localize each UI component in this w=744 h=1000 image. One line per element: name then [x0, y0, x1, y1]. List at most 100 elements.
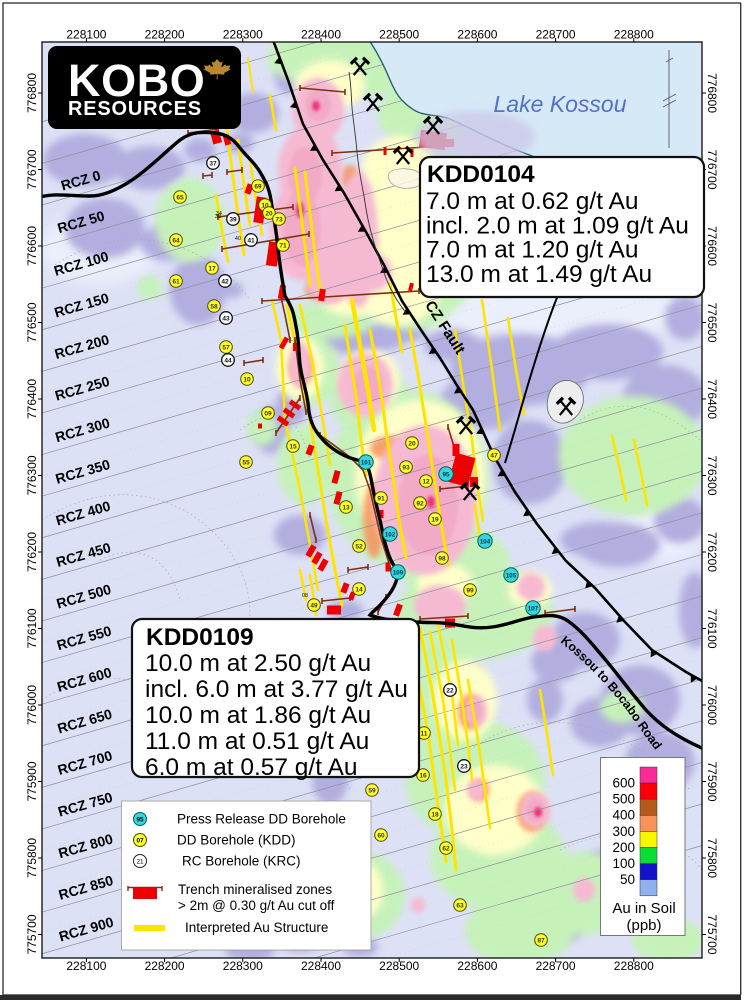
svg-text:776400: 776400: [705, 379, 719, 419]
svg-text:KOBO: KOBO: [68, 55, 205, 106]
svg-text:12: 12: [422, 478, 430, 485]
svg-text:600: 600: [612, 776, 635, 791]
svg-text:44: 44: [224, 357, 232, 364]
svg-text:776800: 776800: [25, 73, 39, 113]
svg-text:57: 57: [222, 344, 230, 351]
svg-text:105: 105: [506, 572, 517, 579]
svg-text:52: 52: [355, 543, 363, 550]
svg-text:Trench mineralised zones: Trench mineralised zones: [178, 882, 332, 897]
svg-text:200: 200: [612, 840, 635, 855]
svg-text:228100: 228100: [66, 959, 106, 973]
svg-text:775700: 775700: [705, 914, 719, 954]
svg-text:20: 20: [265, 210, 273, 217]
svg-text:09: 09: [264, 410, 272, 417]
svg-text:228300: 228300: [223, 28, 263, 42]
svg-text:500: 500: [612, 792, 635, 807]
svg-text:65: 65: [176, 194, 184, 201]
svg-text:Press Release DD Borehole: Press Release DD Borehole: [177, 812, 346, 827]
svg-text:39: 39: [229, 216, 237, 223]
svg-text:49: 49: [310, 602, 318, 609]
svg-text:228200: 228200: [145, 28, 185, 42]
svg-text:228400: 228400: [301, 959, 341, 973]
svg-text:14: 14: [355, 586, 363, 593]
svg-text:61: 61: [172, 278, 180, 285]
svg-text:RESOURCES: RESOURCES: [68, 98, 202, 120]
svg-text:10: 10: [243, 376, 251, 383]
svg-text:92: 92: [416, 500, 424, 507]
svg-text:38: 38: [215, 214, 221, 220]
svg-text:300: 300: [612, 824, 635, 839]
svg-text:22: 22: [446, 687, 454, 694]
svg-text:incl. 2.0 m at 1.09 g/t Au: incl. 2.0 m at 1.09 g/t Au: [426, 212, 689, 239]
svg-text:776600: 776600: [705, 226, 719, 266]
svg-text:55: 55: [242, 459, 250, 466]
svg-text:7.0 m at 1.20 g/t Au: 7.0 m at 1.20 g/t Au: [426, 237, 638, 264]
svg-text:incl. 6.0 m at 3.77 g/t Au: incl. 6.0 m at 3.77 g/t Au: [145, 676, 408, 703]
svg-text:228300: 228300: [223, 959, 263, 973]
svg-text:42: 42: [221, 278, 229, 285]
svg-text:95: 95: [443, 471, 450, 478]
svg-text:71: 71: [279, 242, 287, 249]
svg-text:228800: 228800: [614, 28, 654, 42]
svg-text:62: 62: [442, 845, 450, 852]
svg-text:228200: 228200: [145, 959, 185, 973]
svg-text:228400: 228400: [301, 28, 341, 42]
svg-text:Au in Soil: Au in Soil: [612, 900, 675, 917]
svg-text:Interpreted Au Structure: Interpreted Au Structure: [185, 920, 328, 935]
svg-text:776300: 776300: [705, 455, 719, 495]
svg-text:776700: 776700: [25, 149, 39, 189]
svg-text:776000: 776000: [25, 685, 39, 725]
svg-text:776000: 776000: [705, 685, 719, 725]
svg-text:37: 37: [209, 160, 217, 167]
svg-text:73: 73: [275, 216, 283, 223]
svg-text:18: 18: [431, 811, 439, 818]
svg-text:776800: 776800: [705, 73, 719, 113]
svg-text:23: 23: [460, 763, 468, 770]
svg-text:(ppb): (ppb): [626, 917, 661, 934]
svg-text:776100: 776100: [705, 608, 719, 648]
svg-text:10.0 m at 2.50 g/t Au: 10.0 m at 2.50 g/t Au: [145, 650, 371, 677]
svg-text:93: 93: [402, 464, 410, 471]
svg-text:228100: 228100: [66, 28, 106, 42]
svg-text:34: 34: [216, 211, 222, 217]
svg-text:228700: 228700: [536, 28, 576, 42]
svg-text:775800: 775800: [705, 838, 719, 878]
svg-text:91: 91: [377, 495, 385, 502]
svg-text:10.0 m at 1.86 g/t Au: 10.0 m at 1.86 g/t Au: [145, 702, 371, 729]
svg-text:109: 109: [393, 569, 404, 576]
svg-text:60: 60: [377, 832, 385, 839]
svg-text:20: 20: [408, 440, 416, 447]
svg-text:40: 40: [235, 236, 241, 242]
svg-text:21: 21: [136, 859, 144, 866]
svg-text:104: 104: [480, 538, 491, 545]
svg-text:69: 69: [254, 183, 262, 190]
svg-text:100: 100: [612, 856, 635, 871]
svg-text:101: 101: [361, 459, 372, 466]
svg-text:KDD0109: KDD0109: [146, 624, 254, 651]
svg-text:776200: 776200: [705, 532, 719, 572]
svg-text:98: 98: [438, 555, 446, 562]
svg-text:776500: 776500: [705, 302, 719, 342]
svg-text:10: 10: [261, 202, 269, 209]
svg-text:59: 59: [368, 787, 376, 794]
svg-text:776300: 776300: [25, 455, 39, 495]
svg-text:KDD0104: KDD0104: [427, 161, 535, 188]
svg-text:Lake Kossou: Lake Kossou: [494, 91, 627, 117]
svg-text:776400: 776400: [25, 379, 39, 419]
svg-text:6.0 m at 0.57 g/t Au: 6.0 m at 0.57 g/t Au: [145, 754, 357, 781]
svg-text:95: 95: [136, 817, 144, 824]
svg-text:11.0 m at 0.51 g/t Au: 11.0 m at 0.51 g/t Au: [145, 728, 369, 755]
svg-text:228600: 228600: [457, 959, 497, 973]
svg-text:RC Borehole (KRC): RC Borehole (KRC): [182, 854, 301, 869]
svg-text:775900: 775900: [25, 761, 39, 801]
svg-text:228600: 228600: [457, 28, 497, 42]
svg-text:07: 07: [136, 838, 144, 845]
svg-text:775900: 775900: [705, 761, 719, 801]
svg-text:776600: 776600: [25, 226, 39, 266]
svg-text:50: 50: [620, 872, 635, 887]
svg-text:19: 19: [431, 516, 439, 523]
svg-text:99: 99: [466, 587, 474, 594]
svg-text:> 2m @ 0.30 g/t Au cut off: > 2m @ 0.30 g/t Au cut off: [178, 898, 335, 913]
svg-text:15: 15: [289, 443, 297, 450]
svg-text:776700: 776700: [705, 149, 719, 189]
